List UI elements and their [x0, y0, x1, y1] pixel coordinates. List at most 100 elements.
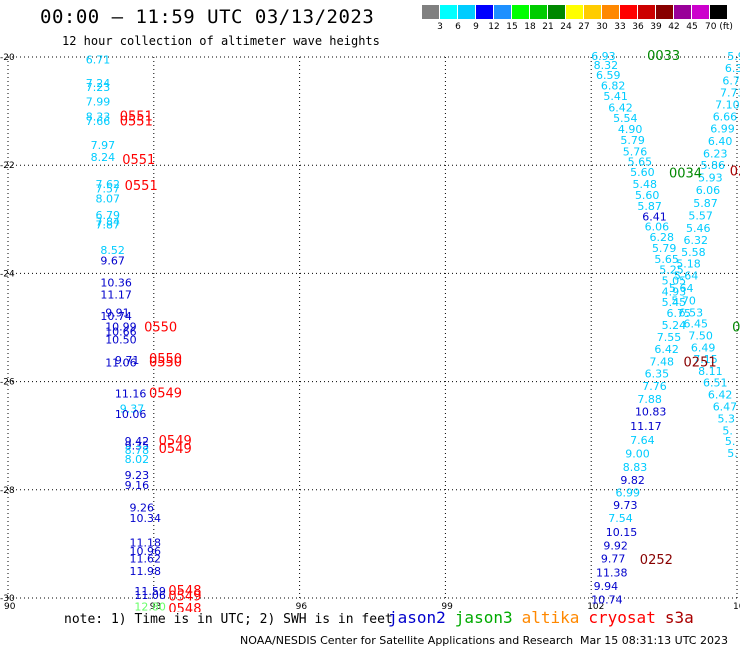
wave-height-value: 6.66	[713, 111, 738, 124]
pass-time-label: 00	[732, 321, 740, 336]
wave-height-value: 6.39	[725, 62, 740, 75]
wave-height-value: 8.11	[698, 365, 723, 378]
pass-time-label: 0252	[640, 553, 673, 568]
wave-height-value: 7.50	[688, 330, 713, 343]
scale-label: 15	[506, 22, 518, 32]
scale-label: 45	[686, 22, 698, 32]
lon-tick-label: 99	[441, 602, 453, 612]
wave-height-value: 5.54	[613, 112, 638, 125]
lon-tick-label: 102	[587, 602, 604, 612]
pass-time-label: 0551	[120, 110, 153, 125]
wave-height-value: 11.06	[105, 357, 137, 370]
scale-swatch	[602, 5, 619, 19]
page-subtitle: 12 hour collection of altimeter wave hei…	[62, 34, 380, 48]
wave-height-value: 10.83	[635, 405, 667, 418]
wave-height-value: 8.07	[95, 193, 120, 206]
wave-height-value: 5.	[727, 447, 738, 460]
wave-height-value: 7.62	[95, 178, 120, 191]
wave-height-value: 6.40	[708, 135, 733, 148]
pass-time-label: 0551	[122, 153, 155, 168]
wave-height-value: 9.16	[125, 479, 150, 492]
wave-height-value: 5.45	[662, 296, 687, 309]
wave-height-value: 6.75	[667, 307, 692, 320]
wave-height-value: 6.35	[645, 367, 670, 380]
pass-time-label: 0251	[684, 356, 717, 371]
wave-height-value: 7.54	[608, 512, 633, 525]
credit-line: NOAA/NESDIS Center for Satellite Applica…	[240, 634, 574, 647]
lat-tick-label: -28	[0, 486, 15, 496]
wave-height-value: 8.33	[86, 111, 111, 124]
wave-height-value: 9.82	[620, 474, 645, 487]
wave-height-value: 5.93	[698, 172, 723, 185]
pass-time-label: 0548	[168, 602, 201, 612]
scale-label: 30	[596, 22, 608, 32]
wave-height-value: 11.16	[115, 388, 147, 401]
wave-height-value: 9.92	[603, 540, 628, 553]
wave-height-value: 6.23	[703, 147, 728, 160]
wave-height-value: 5.58	[681, 246, 706, 259]
pass-time-label: 0549	[168, 589, 201, 604]
wave-height-value: 7.84	[95, 215, 120, 228]
wave-height-value: 8.83	[623, 461, 648, 474]
wave-height-value: 10.15	[606, 526, 638, 539]
wave-height-value: 6.42	[654, 343, 679, 356]
legend-entry: jason2	[388, 608, 446, 627]
scale-label: 21	[542, 22, 554, 32]
pass-time-label: 0548	[168, 584, 201, 599]
scale-label: 39	[650, 22, 662, 32]
pass-time-label: 0551	[125, 179, 158, 194]
lon-tick-label: 93	[150, 602, 161, 612]
pass-time-label: 0549	[159, 434, 192, 449]
wave-height-value: 7.48	[650, 356, 675, 369]
wave-height-value: 6.06	[645, 220, 670, 233]
scale-label: 24	[560, 22, 572, 32]
wave-height-value: 10.50	[105, 333, 137, 346]
wave-height-value: 4.93	[662, 285, 687, 298]
wave-height-value: 11.17	[630, 420, 662, 433]
wave-height-value: 7.15	[693, 353, 718, 366]
timestamp: Mar 15 08:31:13 UTC 2023	[580, 634, 728, 647]
wave-height-value: 9.94	[594, 580, 619, 593]
wave-height-value: 5.	[725, 435, 736, 448]
pass-time-label: 02	[730, 165, 740, 180]
wave-height-value: 5.60	[635, 189, 660, 202]
wave-height-value: 5.3	[718, 412, 736, 425]
wave-height-value: 6.32	[684, 234, 709, 247]
scale-swatch	[692, 5, 709, 19]
pass-time-label: 0549	[159, 442, 192, 457]
wave-height-value: 7.87	[95, 219, 120, 232]
wave-height-value: 5.46	[686, 222, 711, 235]
lat-tick-label: -22	[0, 161, 15, 171]
wave-height-value: 7.88	[637, 393, 662, 406]
wave-height-value: 5.25	[659, 264, 684, 277]
wave-height-value: 9.00	[625, 448, 650, 461]
scale-label: 33	[614, 22, 626, 32]
pass-time-label: 0550	[149, 356, 182, 371]
wave-height-value: 5.79	[620, 134, 645, 147]
wave-height-value: 8.02	[125, 453, 150, 466]
scale-swatch	[422, 5, 439, 19]
wave-height-value: 10.99	[105, 320, 137, 333]
scale-swatch	[512, 5, 529, 19]
scale-swatch	[710, 5, 727, 19]
scale-swatch	[476, 5, 493, 19]
wave-height-value: 5.60	[630, 166, 655, 179]
wave-height-value: 6.45	[684, 318, 709, 331]
legend-entry: jason3	[454, 608, 513, 627]
wave-height-value: 11.62	[130, 553, 162, 566]
wave-height-value: 7.73	[720, 87, 740, 100]
wave-height-map: 90 93 96 99 102 105 -20 -22 -24 -26 -28 -30 6.71 7.24…	[0, 49, 740, 612]
wave-height-value: 7.99	[86, 95, 111, 108]
wave-height-value: 10.66	[105, 325, 137, 338]
scale-swatch	[620, 5, 637, 19]
wave-height-value: 5.18	[676, 258, 701, 271]
wave-height-value: 6.99	[616, 487, 641, 500]
wave-height-value: 11.59	[134, 585, 166, 598]
legend-entry: cryosat	[588, 608, 656, 627]
scale-label: 6	[455, 22, 461, 32]
wave-height-value: 6.28	[650, 231, 675, 244]
lon-tick-label: 90	[4, 602, 16, 612]
wave-height-value: 5.64	[669, 282, 694, 295]
wave-height-value: 5.	[722, 424, 733, 437]
wave-height-value: 9.67	[100, 254, 125, 267]
